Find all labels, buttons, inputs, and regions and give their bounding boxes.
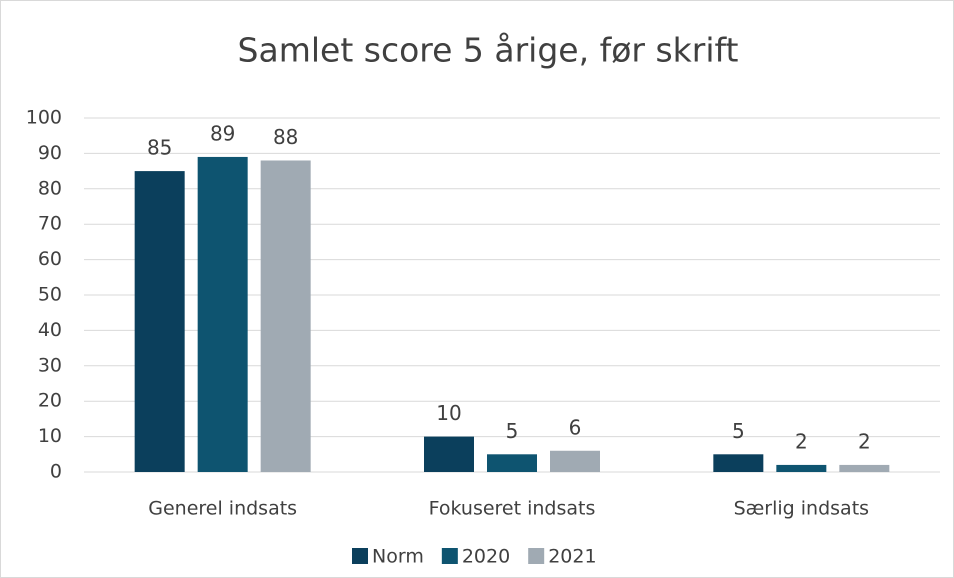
y-tick-label: 80 xyxy=(38,177,62,199)
data-label: 2 xyxy=(795,429,808,453)
y-tick-label: 40 xyxy=(38,319,62,341)
bar xyxy=(197,156,248,472)
bar xyxy=(550,450,600,472)
data-label: 85 xyxy=(147,136,172,160)
bar xyxy=(776,464,827,472)
data-label: 5 xyxy=(732,419,745,443)
y-tick-label: 90 xyxy=(38,142,62,164)
x-tick-label: Fokuseret indsats xyxy=(429,498,596,520)
chart-title: Samlet score 5 årige, før skrift xyxy=(238,31,739,70)
y-tick-label: 100 xyxy=(26,107,62,129)
legend-label: 2020 xyxy=(462,546,510,568)
data-label: 10 xyxy=(436,401,461,425)
y-tick-label: 60 xyxy=(38,248,62,270)
y-tick-label: 10 xyxy=(38,425,62,447)
bar xyxy=(424,436,474,472)
data-label: 2 xyxy=(858,429,871,453)
legend-label: Norm xyxy=(372,546,424,568)
bar xyxy=(134,171,185,472)
data-label: 5 xyxy=(506,419,519,443)
bar xyxy=(713,454,764,472)
data-label: 89 xyxy=(210,121,235,145)
y-tick-label: 20 xyxy=(38,390,62,412)
legend-swatch xyxy=(528,548,545,564)
bar xyxy=(839,464,890,472)
y-tick-label: 30 xyxy=(38,354,62,376)
bar xyxy=(260,160,311,473)
data-label: 88 xyxy=(273,125,298,149)
legend-swatch xyxy=(441,548,458,564)
x-tick-label: Særlig indsats xyxy=(734,498,869,520)
legend-swatch xyxy=(352,548,368,564)
y-tick-label: 70 xyxy=(38,213,62,235)
legend-label: 2021 xyxy=(548,546,596,568)
y-tick-label: 0 xyxy=(50,461,62,483)
x-tick-label: Generel indsats xyxy=(148,498,297,520)
bar xyxy=(487,454,537,472)
y-tick-label: 50 xyxy=(38,284,62,306)
data-label: 6 xyxy=(569,415,582,439)
